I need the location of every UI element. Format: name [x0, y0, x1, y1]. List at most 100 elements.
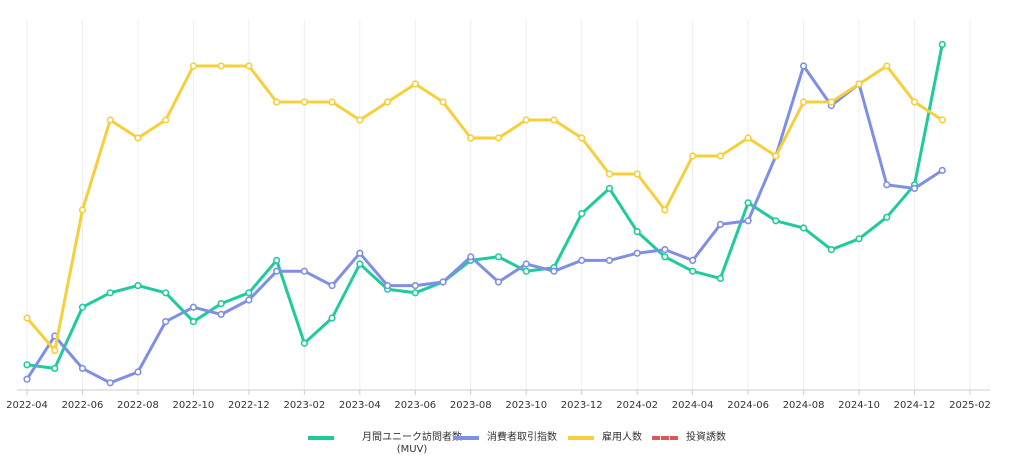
point — [328, 314, 336, 322]
point — [23, 314, 31, 322]
point — [883, 213, 891, 221]
point — [411, 289, 419, 297]
x-tick-label: 2024-04 — [672, 400, 714, 411]
point — [134, 368, 142, 376]
point — [356, 249, 364, 257]
point — [245, 289, 253, 297]
point — [855, 235, 863, 243]
point — [716, 274, 724, 283]
point — [439, 278, 447, 286]
x-tick-label: 2024-06 — [727, 400, 769, 411]
point — [162, 289, 170, 297]
point — [467, 253, 475, 261]
point — [827, 246, 835, 254]
point — [605, 170, 614, 178]
legend-swatch — [568, 436, 594, 440]
point — [578, 210, 586, 218]
point — [522, 260, 530, 268]
point — [689, 256, 697, 265]
x-tick-label: 2023-10 — [505, 400, 547, 411]
point — [356, 260, 364, 268]
point — [411, 282, 419, 290]
point — [633, 228, 641, 236]
point — [799, 224, 808, 232]
point — [51, 346, 59, 355]
legend-item[interactable]: 雇用人数 — [568, 426, 642, 450]
point — [661, 206, 669, 214]
point — [550, 267, 558, 275]
point — [883, 62, 891, 70]
point — [578, 134, 586, 142]
point — [300, 267, 308, 275]
x-tick-label: 2023-06 — [394, 400, 436, 411]
point — [189, 318, 198, 326]
point — [494, 134, 503, 142]
point — [273, 267, 281, 275]
point — [217, 300, 225, 308]
point — [328, 98, 336, 106]
point — [300, 98, 308, 106]
legend-label: 消費者取引指数 — [487, 432, 557, 443]
point — [772, 152, 780, 160]
x-tick-label: 2023-12 — [561, 400, 603, 411]
point — [134, 282, 142, 290]
x-tick-label: 2023-04 — [339, 400, 381, 411]
point — [605, 256, 614, 265]
point — [78, 364, 87, 373]
point — [300, 339, 308, 347]
legend-item[interactable]: 月間ユニーク訪問者数 (MUV) — [308, 426, 462, 455]
legend-swatch — [652, 436, 678, 440]
point — [328, 282, 336, 290]
point — [189, 62, 198, 70]
point — [716, 152, 724, 160]
point — [550, 116, 558, 124]
point — [383, 282, 392, 290]
point — [744, 199, 752, 207]
point — [273, 256, 281, 265]
point — [134, 134, 142, 142]
point — [51, 364, 59, 373]
point — [356, 116, 364, 124]
point — [883, 181, 891, 189]
point — [855, 80, 863, 88]
point — [23, 375, 31, 383]
point — [78, 206, 87, 214]
x-tick-label: 2024-08 — [783, 400, 825, 411]
legend-label: 投資誘数 — [686, 432, 726, 443]
x-tick-label: 2022-04 — [6, 400, 48, 411]
point — [938, 166, 946, 174]
series-line — [25, 64, 944, 352]
point — [633, 170, 641, 178]
point — [494, 253, 503, 261]
x-tick-label: 2025-02 — [949, 400, 991, 411]
point — [605, 184, 614, 192]
point — [910, 98, 919, 106]
legend-item[interactable]: 消費者取引指数 — [453, 426, 557, 450]
point — [106, 379, 114, 387]
point — [689, 267, 697, 275]
point — [799, 98, 808, 106]
legend-swatch — [453, 436, 479, 440]
point — [245, 296, 253, 304]
point — [411, 80, 419, 88]
legend: 月間ユニーク訪問者数 (MUV) 消費者取引指数 雇用人数 投資誘数 — [0, 426, 1024, 462]
point — [744, 217, 752, 225]
point — [217, 310, 225, 319]
point — [578, 256, 586, 265]
point — [162, 116, 170, 124]
point — [522, 116, 530, 124]
point — [494, 278, 503, 286]
point — [689, 152, 697, 160]
point — [772, 217, 780, 225]
chart: 2022-04 2022-06 2022-08 2022-10 2022-12 2023-… — [6, 20, 991, 411]
point — [938, 116, 946, 124]
point — [716, 220, 724, 228]
x-tick-label: 2022-12 — [228, 400, 270, 411]
point — [78, 303, 87, 311]
point — [245, 62, 253, 70]
series-line — [26, 44, 944, 370]
x-tick-label: 2024-10 — [838, 400, 880, 411]
legend-item[interactable]: 投資誘数 — [652, 426, 726, 450]
point — [827, 98, 835, 106]
